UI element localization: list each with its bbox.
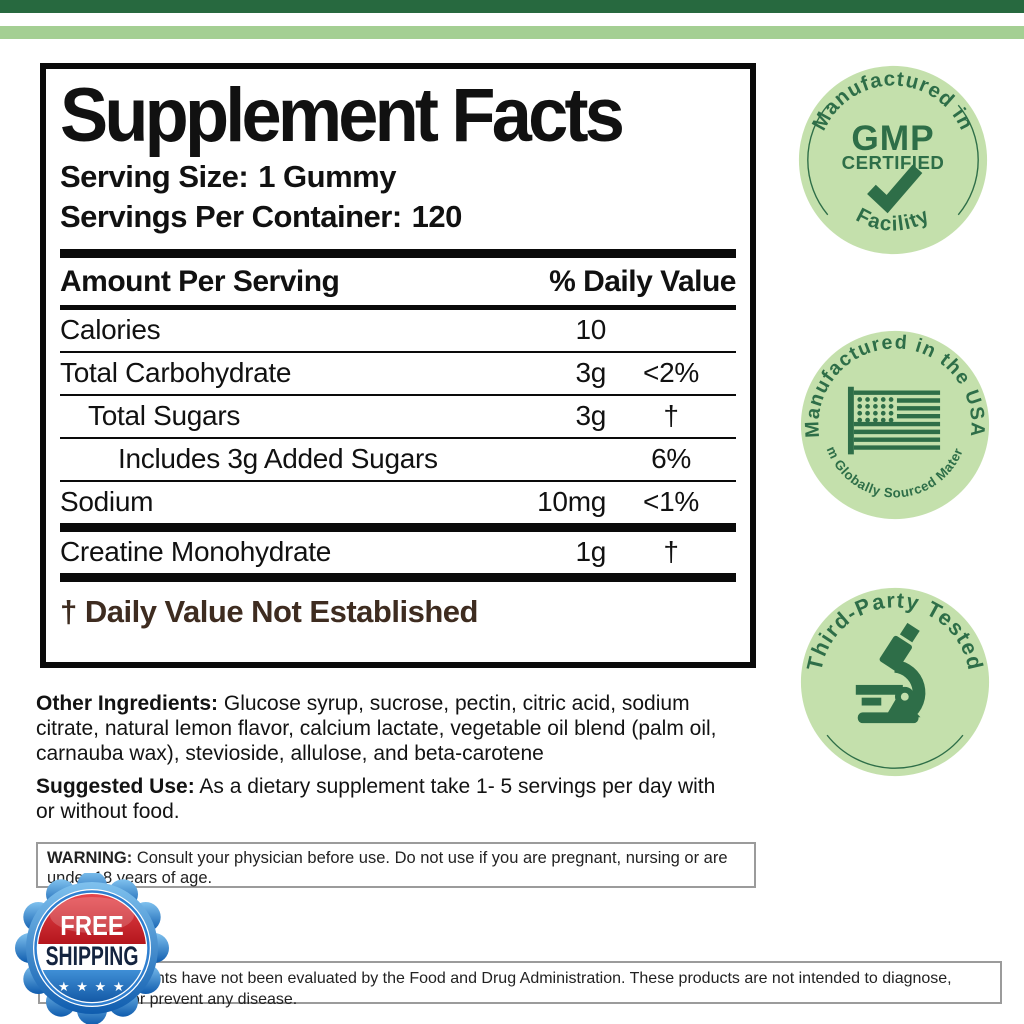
us-flag-icon	[847, 386, 941, 455]
nutrient-name: Creatine Monohydrate	[60, 536, 332, 568]
other-ingredients-paragraph: Other Ingredients: Glucose syrup, sucros…	[36, 691, 738, 766]
servings-per-container-line: Servings Per Container: 120	[60, 197, 736, 237]
nutrient-name: Sodium	[60, 486, 154, 518]
suggested-use-paragraph: Suggested Use: As a dietary supplement t…	[36, 774, 738, 824]
shipping-text: SHIPPING	[46, 941, 139, 971]
gmp-certified-badge: Manufactured in GMP CERTIFIED Facility	[798, 65, 988, 255]
table-row: Includes 3g Added Sugars 6%	[60, 439, 736, 480]
nutrient-name: Includes 3g Added Sugars	[118, 443, 438, 475]
table-row: Creatine Monohydrate 1g †	[60, 532, 736, 573]
nutrient-amount: 10mg	[537, 486, 606, 518]
nutrient-dv: <2%	[643, 357, 699, 389]
servings-per-container-value: 120	[411, 199, 463, 235]
free-shipping-badge: FREE SHIPPING ★ ★ ★ ★	[15, 873, 169, 1024]
nutrient-amount: 3g	[575, 400, 606, 432]
free-text: FREE	[60, 909, 123, 941]
stars-row: ★ ★ ★ ★	[58, 979, 126, 994]
third-party-tested-badge: Third-Party Tested	[800, 587, 990, 777]
nutrient-dv: <1%	[643, 486, 699, 518]
badge-circle	[800, 587, 990, 777]
serving-size-value: 1 Gummy	[258, 159, 396, 195]
nutrient-dv: 6%	[651, 443, 691, 475]
table-row: Total Sugars 3g †	[60, 396, 736, 437]
gmp-text: GMP	[851, 119, 934, 158]
right-arc-line	[957, 104, 979, 216]
divider-thin	[60, 350, 736, 353]
fda-disclaimer-box: These statements have not been evaluated…	[38, 961, 1002, 1008]
serving-size-line: Serving Size: 1 Gummy	[60, 157, 736, 197]
table-row: Calories 10	[60, 310, 736, 351]
suggested-use-label: Suggested Use:	[36, 775, 195, 798]
daily-value-header: % Daily Value	[549, 264, 736, 298]
divider-thick	[60, 248, 736, 258]
nutrient-amount: 3g	[575, 357, 606, 389]
top-stripe-light	[0, 26, 1024, 39]
table-header: Amount Per Serving % Daily Value	[60, 258, 736, 305]
nutrient-dv: †	[663, 400, 679, 432]
left-arc-line	[807, 104, 829, 216]
nutrient-name: Total Carbohydrate	[60, 357, 292, 389]
divider-thin	[60, 393, 736, 396]
nutrient-amount: 10	[575, 314, 606, 346]
table-row: Sodium 10mg <1%	[60, 482, 736, 523]
other-ingredients-label: Other Ingredients:	[36, 692, 219, 715]
divider-thick	[60, 572, 736, 582]
microscope-icon	[855, 622, 926, 724]
suggested-use-text: As a dietary supplement take 1- 5 servin…	[36, 775, 716, 823]
bottom-arc-line	[826, 734, 964, 769]
inner-blue-ring	[34, 890, 150, 1006]
checkmark-icon	[867, 164, 923, 214]
warning-box: WARNING: Consult your physician before u…	[36, 842, 756, 888]
nutrient-name: Calories	[60, 314, 161, 346]
supplement-facts-panel: Supplement Facts Serving Size: 1 Gummy Se…	[40, 63, 756, 668]
divider-thick	[60, 522, 736, 532]
amount-per-serving-header: Amount Per Serving	[60, 264, 340, 298]
fda-disclaimer-text: These statements have not been evaluated…	[50, 970, 952, 1008]
badge-circle	[798, 65, 988, 255]
nutrient-amount: 1g	[575, 536, 606, 568]
divider-thin	[60, 436, 736, 439]
gmp-certified-text: CERTIFIED	[842, 152, 945, 173]
divider-medium	[60, 304, 736, 310]
divider-thin	[60, 479, 736, 482]
servings-per-container-label: Servings Per Container:	[60, 199, 402, 235]
nutrient-name: Total Sugars	[88, 400, 241, 432]
other-ingredients-text: Glucose syrup, sucrose, pectin, citric a…	[36, 692, 717, 765]
nutrient-dv: †	[663, 536, 679, 568]
table-row: Total Carbohydrate 3g <2%	[60, 353, 736, 394]
dv-footnote: † Daily Value Not Established	[60, 593, 478, 629]
warning-label: WARNING:	[47, 849, 133, 867]
top-stripe-dark	[0, 0, 1024, 13]
panel-title: Supplement Facts	[60, 73, 625, 158]
serving-size-label: Serving Size:	[60, 159, 249, 195]
made-in-usa-badge: Manufactured in the USA From Globally So…	[797, 327, 990, 520]
